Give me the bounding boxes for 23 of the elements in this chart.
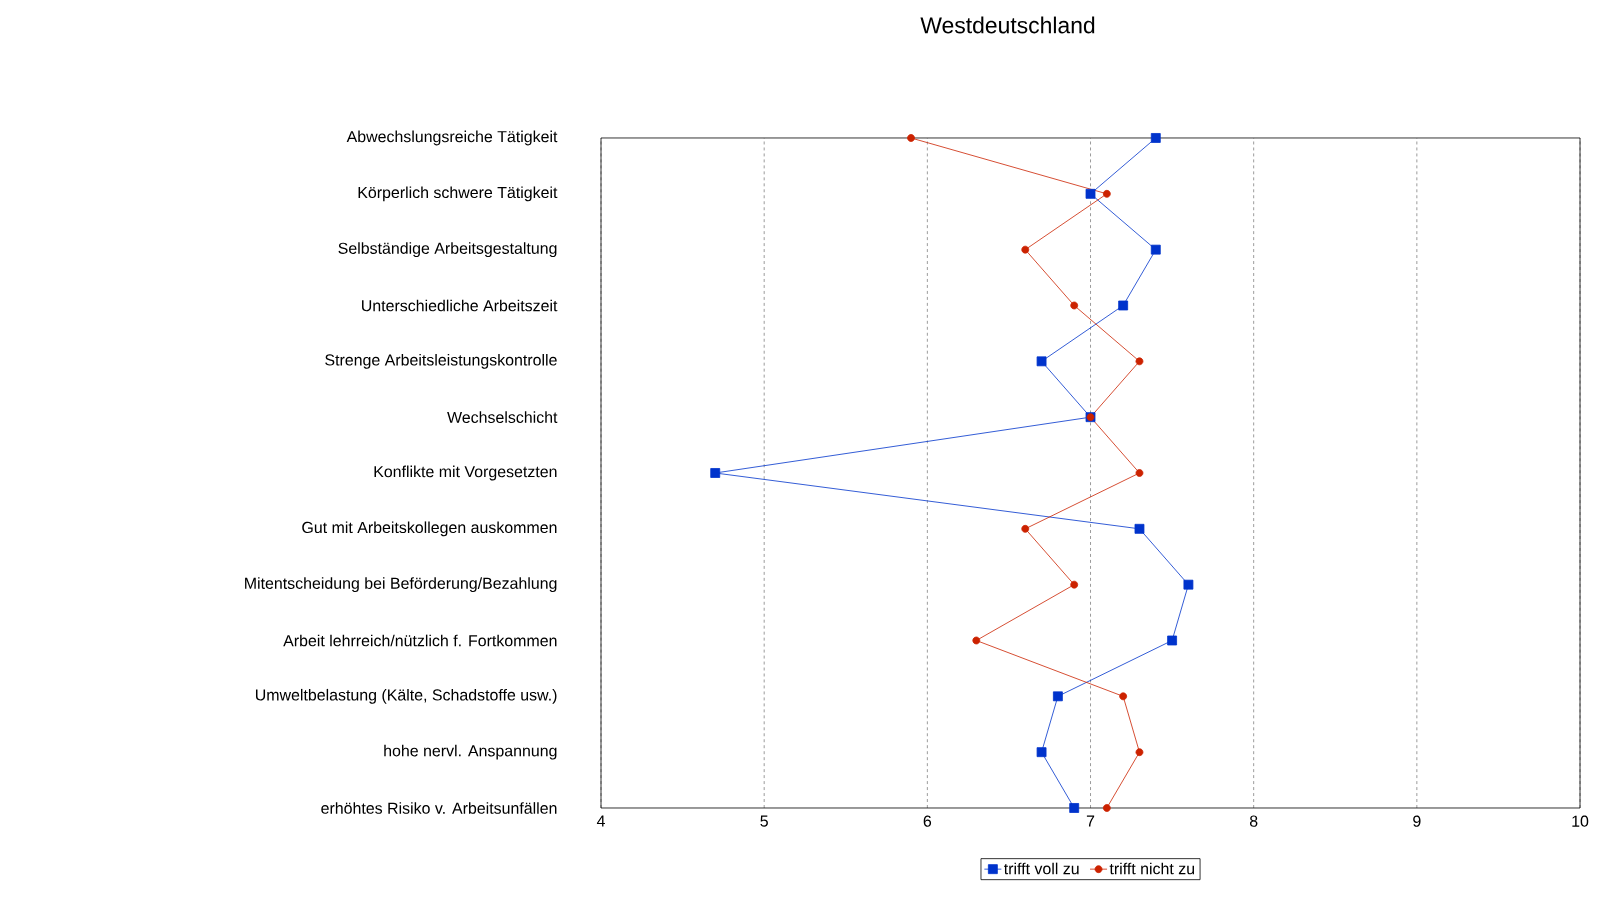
x-tick-label: 10: [1572, 815, 1589, 827]
x-tick-label: 4: [596, 815, 605, 827]
y-tick-label: Strenge Arbeitsleistungskontrolle: [325, 353, 557, 369]
y-tick-label: Arbeit lehrreich/nützlich f. Fortkommen: [283, 634, 557, 647]
x-tick-label: 5: [760, 815, 768, 827]
y-tick-label: Gut mit Arbeitskollegen auskommen: [302, 521, 557, 537]
x-tick-label: 6: [923, 815, 932, 827]
y-tick-label: Mitentscheidung bei Beförderung/Bezahlung: [245, 577, 557, 593]
y-tick-label: Umweltbelastung (Kälte, Schadstoffe usw.): [255, 688, 557, 704]
y-tick-label: Abwechslungsreiche Tätigkeit: [346, 130, 558, 146]
x-tick-label: 8: [1249, 815, 1258, 827]
legend-label: trifft voll zu: [1003, 862, 1079, 875]
x-tick-label: 9: [1413, 815, 1421, 827]
y-tick-label: erhöhtes Risiko v. Arbeitsunfällen: [321, 802, 557, 814]
y-tick-label: Selbständige Arbeitsgestaltung: [338, 242, 557, 258]
y-tick-label: hohe nervl. Anspannung: [384, 744, 557, 760]
y-tick-label: Unterschiedliche Arbeitszeit: [362, 299, 558, 312]
y-tick-label: Körperlich schwere Tätigkeit: [358, 186, 558, 202]
y-tick-label: Konflikte mit Vorgesetzten: [374, 465, 557, 481]
legend-label: trifft nicht zu: [1109, 862, 1195, 875]
y-tick-label: Wechselschicht: [447, 411, 558, 424]
x-tick-label: 7: [1086, 815, 1095, 827]
chart-title: Westdeutschland: [920, 16, 1095, 34]
